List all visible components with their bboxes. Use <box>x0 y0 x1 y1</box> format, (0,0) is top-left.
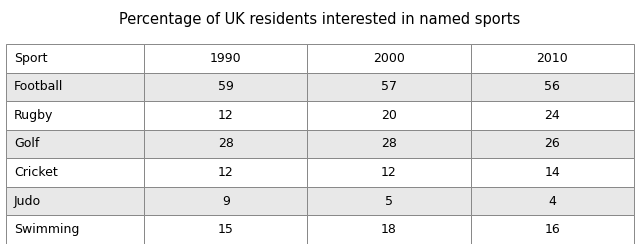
Bar <box>145 215 307 244</box>
Text: 16: 16 <box>544 223 560 236</box>
Text: 18: 18 <box>381 223 397 236</box>
Bar <box>145 158 307 187</box>
Text: Swimming: Swimming <box>14 223 79 236</box>
Bar <box>470 158 634 187</box>
Bar <box>470 215 634 244</box>
Bar <box>6 158 145 187</box>
Text: 24: 24 <box>544 109 560 122</box>
Bar <box>6 130 145 158</box>
Text: 12: 12 <box>381 166 397 179</box>
Bar <box>145 130 307 158</box>
Text: 12: 12 <box>218 166 234 179</box>
Bar <box>307 101 470 130</box>
Text: 57: 57 <box>381 80 397 93</box>
Bar <box>6 215 145 244</box>
Bar <box>470 187 634 215</box>
Text: Sport: Sport <box>14 52 47 65</box>
Text: 26: 26 <box>544 137 560 151</box>
Bar <box>307 130 470 158</box>
Bar <box>307 158 470 187</box>
Text: 59: 59 <box>218 80 234 93</box>
Bar <box>6 187 145 215</box>
Bar <box>6 101 145 130</box>
Text: 4: 4 <box>548 195 556 208</box>
Text: Percentage of UK residents interested in named sports: Percentage of UK residents interested in… <box>120 12 520 27</box>
Bar <box>470 72 634 101</box>
Text: 2010: 2010 <box>536 52 568 65</box>
Bar <box>470 130 634 158</box>
Text: 20: 20 <box>381 109 397 122</box>
Text: 1990: 1990 <box>210 52 242 65</box>
Bar <box>145 101 307 130</box>
Bar <box>6 44 145 72</box>
Text: 28: 28 <box>381 137 397 151</box>
Bar <box>307 72 470 101</box>
Text: Golf: Golf <box>14 137 39 151</box>
Bar <box>6 72 145 101</box>
Bar <box>145 72 307 101</box>
Bar <box>145 44 307 72</box>
Text: Judo: Judo <box>14 195 41 208</box>
Text: 5: 5 <box>385 195 393 208</box>
Bar <box>470 44 634 72</box>
Text: 28: 28 <box>218 137 234 151</box>
Bar <box>307 215 470 244</box>
Text: 12: 12 <box>218 109 234 122</box>
Text: Football: Football <box>14 80 63 93</box>
Text: 14: 14 <box>544 166 560 179</box>
Text: 15: 15 <box>218 223 234 236</box>
Bar <box>307 44 470 72</box>
Text: Cricket: Cricket <box>14 166 58 179</box>
Bar <box>145 187 307 215</box>
Bar <box>307 187 470 215</box>
Text: Rugby: Rugby <box>14 109 53 122</box>
Bar <box>470 101 634 130</box>
Text: 56: 56 <box>544 80 560 93</box>
Text: 9: 9 <box>222 195 230 208</box>
Text: 2000: 2000 <box>373 52 405 65</box>
